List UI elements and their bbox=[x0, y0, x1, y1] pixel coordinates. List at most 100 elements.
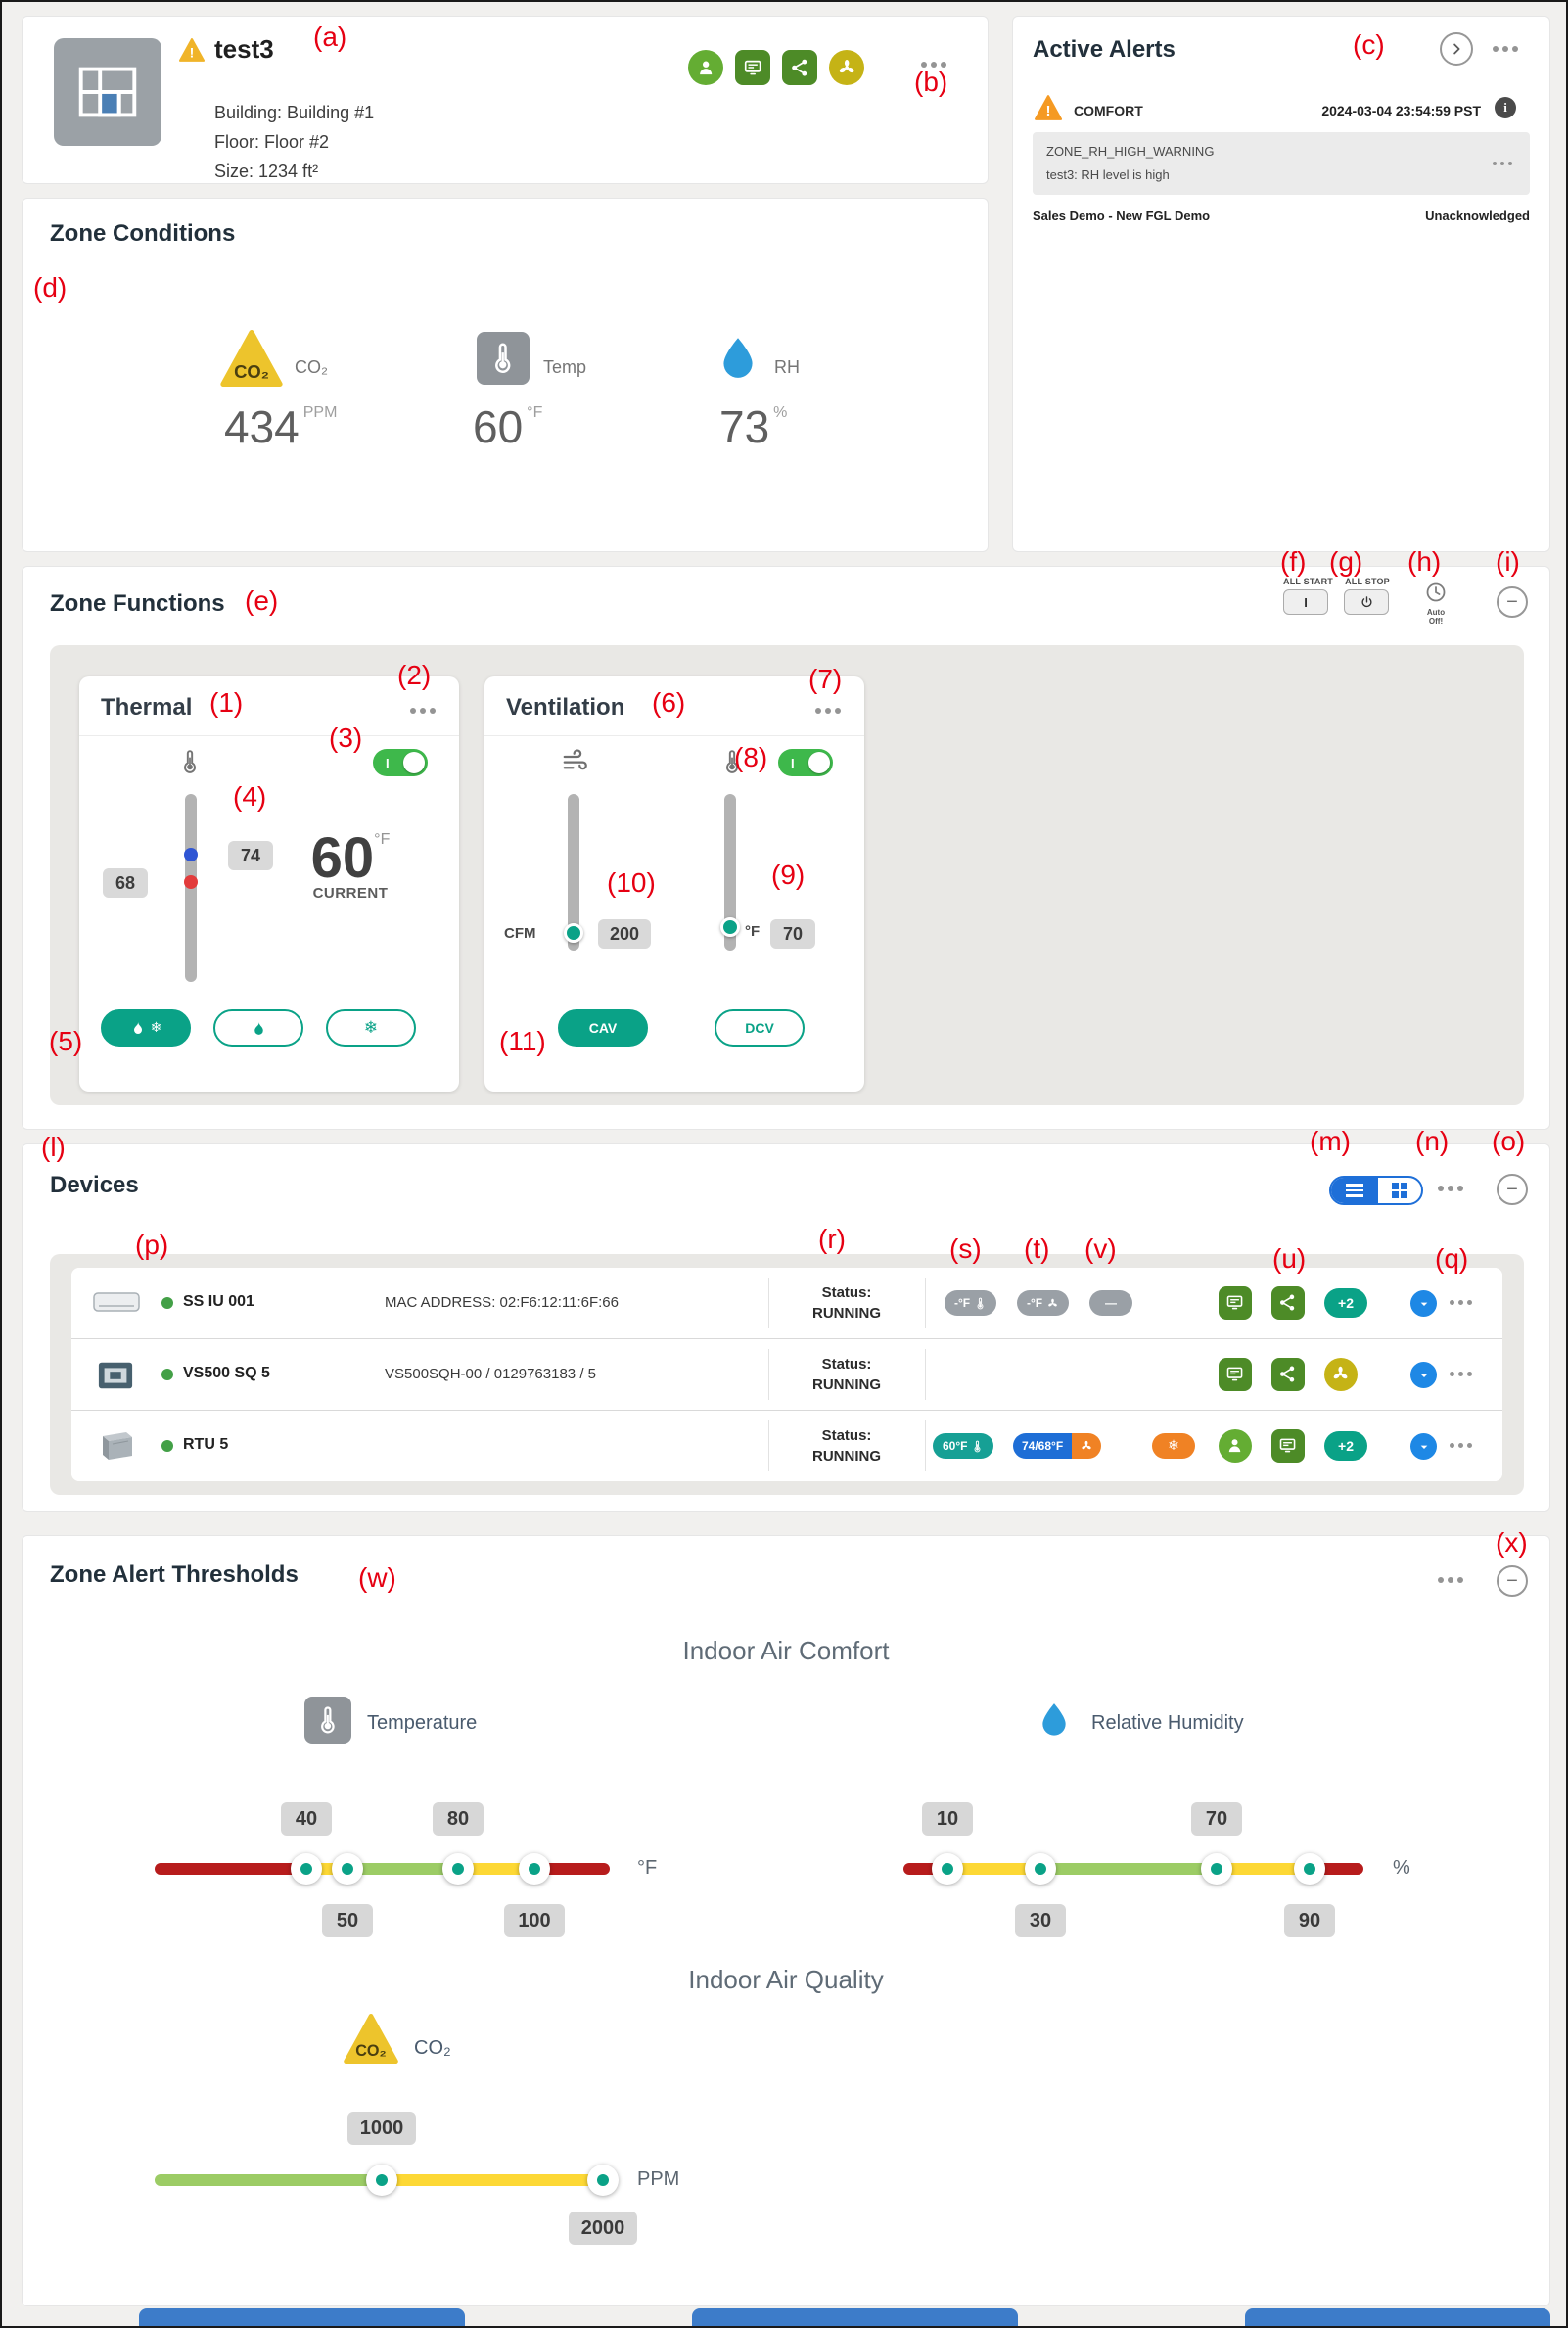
co2-triangle-icon: CO₂ bbox=[344, 2014, 398, 2064]
zone-size-line: Size: 1234 ft² bbox=[214, 162, 319, 181]
fan-icon bbox=[1046, 1297, 1059, 1310]
cfm-slider-handle[interactable] bbox=[564, 923, 583, 943]
co2-unit-label: PPM bbox=[637, 2168, 680, 2190]
device-menu-button[interactable] bbox=[1450, 1372, 1472, 1376]
thresholds-menu-button[interactable] bbox=[1438, 1577, 1463, 1583]
column-divider bbox=[768, 1278, 769, 1328]
temp-value-100[interactable]: 100 bbox=[504, 1904, 565, 1937]
view-toggle-grid[interactable] bbox=[1378, 1178, 1421, 1203]
setpoint-high-box[interactable]: 74 bbox=[228, 841, 273, 870]
status-value: RUNNING bbox=[812, 1305, 881, 1322]
rh-band-low-warning bbox=[947, 1863, 1040, 1875]
zone-functions-title: Zone Functions bbox=[50, 590, 225, 617]
ventilation-mode-dcv-button[interactable]: DCV bbox=[715, 1009, 805, 1047]
snowflake-icon: ❄ bbox=[363, 1018, 379, 1038]
expand-alerts-button[interactable] bbox=[1440, 32, 1473, 66]
temp-value: 60 °F bbox=[473, 400, 542, 453]
alert-detail-box[interactable]: ZONE_RH_HIGH_WARNING test3: RH level is … bbox=[1033, 132, 1530, 195]
heat-setpoint-handle[interactable] bbox=[184, 875, 198, 889]
temp-handle-100[interactable] bbox=[519, 1853, 550, 1885]
device-row-ss-iu-001[interactable]: SS IU 001 MAC ADDRESS: 02:F6:12:11:6F:66… bbox=[71, 1268, 1502, 1338]
thermal-menu-button[interactable] bbox=[410, 708, 436, 714]
thresholds-collapse-button[interactable] bbox=[1497, 1565, 1528, 1597]
alerts-menu-button[interactable] bbox=[1493, 46, 1518, 52]
flame-icon bbox=[130, 1020, 146, 1036]
rh-handle-70[interactable] bbox=[1201, 1853, 1232, 1885]
zone-header-card: ! test3 Building: Building #1 Floor: Flo… bbox=[22, 16, 989, 184]
temp-handle-40[interactable] bbox=[291, 1853, 322, 1885]
rh-value-10[interactable]: 10 bbox=[922, 1802, 973, 1836]
ventilation-power-toggle[interactable]: I bbox=[778, 749, 833, 776]
co2-value-2000[interactable]: 2000 bbox=[569, 2212, 637, 2245]
zone-warning-icon: ! bbox=[179, 38, 205, 62]
devices-collapse-button[interactable] bbox=[1497, 1174, 1528, 1205]
device-row-vs500-sq-5[interactable]: VS500 SQ 5 VS500SQH-00 / 0129763183 / 5 … bbox=[71, 1339, 1502, 1410]
zone-menu-button[interactable] bbox=[921, 62, 946, 68]
rh-handle-30[interactable] bbox=[1025, 1853, 1056, 1885]
thermometer-icon bbox=[177, 749, 203, 774]
view-toggle-list[interactable] bbox=[1331, 1178, 1378, 1203]
network-icon bbox=[1271, 1286, 1305, 1320]
temp-handle-50[interactable] bbox=[332, 1853, 363, 1885]
rh-handle-90[interactable] bbox=[1294, 1853, 1325, 1885]
thermal-mode-cool-button[interactable]: ❄ bbox=[326, 1009, 416, 1047]
expand-device-button[interactable] bbox=[1410, 1290, 1437, 1317]
vent-temp-slider-track[interactable] bbox=[724, 794, 736, 951]
co2-band-normal bbox=[155, 2174, 382, 2186]
cfm-slider-track[interactable] bbox=[568, 794, 579, 951]
more-capabilities-badge[interactable]: +2 bbox=[1324, 1431, 1367, 1461]
current-temperature-unit: °F bbox=[374, 831, 391, 848]
info-icon[interactable]: i bbox=[1495, 97, 1516, 118]
auto-off-button[interactable]: Auto Off! bbox=[1416, 581, 1455, 627]
temp-value-50[interactable]: 50 bbox=[322, 1904, 373, 1937]
setpoint-low-box[interactable]: 68 bbox=[103, 868, 148, 898]
rh-label: RH bbox=[774, 357, 800, 377]
co2-value-1000[interactable]: 1000 bbox=[347, 2112, 416, 2145]
temp-handle-80[interactable] bbox=[442, 1853, 474, 1885]
fan-icon bbox=[829, 50, 864, 85]
thermal-divider bbox=[79, 735, 459, 736]
device-menu-button[interactable] bbox=[1450, 1300, 1472, 1305]
devices-menu-button[interactable] bbox=[1438, 1186, 1463, 1191]
zone-functions-card: Zone Functions ALL START I ALL STOP Auto… bbox=[22, 566, 1550, 1130]
co2-handle-2000[interactable] bbox=[587, 2165, 619, 2196]
all-start-button[interactable]: I bbox=[1283, 589, 1328, 615]
device-menu-button[interactable] bbox=[1450, 1443, 1472, 1448]
expand-device-button[interactable] bbox=[1410, 1433, 1437, 1460]
vent-temp-slider-handle[interactable] bbox=[720, 917, 740, 937]
thermal-power-toggle[interactable]: I bbox=[373, 749, 428, 776]
current-label: CURRENT bbox=[312, 885, 389, 902]
ventilation-menu-button[interactable] bbox=[815, 708, 841, 714]
ventilation-mode-cav-button[interactable]: CAV bbox=[558, 1009, 648, 1047]
more-capabilities-badge[interactable]: +2 bbox=[1324, 1288, 1367, 1318]
column-divider bbox=[768, 1349, 769, 1400]
clipped-card-fragment bbox=[1245, 2308, 1550, 2326]
thermal-title: Thermal bbox=[101, 694, 193, 721]
cool-setpoint-handle[interactable] bbox=[184, 848, 198, 861]
rh-value-30[interactable]: 30 bbox=[1015, 1904, 1066, 1937]
rh-handle-10[interactable] bbox=[932, 1853, 963, 1885]
expand-device-button[interactable] bbox=[1410, 1362, 1437, 1388]
co2-handle-1000[interactable] bbox=[366, 2165, 397, 2196]
empty-reading-badge: — bbox=[1089, 1290, 1132, 1316]
temp-square-icon bbox=[477, 332, 530, 385]
device-detail: MAC ADDRESS: 02:F6:12:11:6F:66 bbox=[385, 1294, 619, 1311]
flame-icon bbox=[251, 1020, 267, 1037]
zone-floor-line: Floor: Floor #2 bbox=[214, 132, 330, 152]
device-row-rtu-5[interactable]: RTU 5 Status: RUNNING 60°F 74/68°F ❄ +2 bbox=[71, 1411, 1502, 1481]
svg-text:!: ! bbox=[190, 45, 195, 61]
temp-value-40[interactable]: 40 bbox=[281, 1802, 332, 1836]
rh-value-90[interactable]: 90 bbox=[1284, 1904, 1335, 1937]
thermal-mode-heat-button[interactable] bbox=[213, 1009, 303, 1047]
network-icon bbox=[1271, 1358, 1305, 1391]
rh-value-70[interactable]: 70 bbox=[1191, 1802, 1242, 1836]
thermal-toggle-state: I bbox=[386, 755, 390, 770]
thermal-mode-auto-button[interactable]: ❄ bbox=[101, 1009, 191, 1047]
functions-collapse-button[interactable] bbox=[1497, 586, 1528, 618]
temp-value-80[interactable]: 80 bbox=[433, 1802, 484, 1836]
cfm-value-box[interactable]: 200 bbox=[598, 919, 651, 949]
all-stop-button[interactable] bbox=[1344, 589, 1389, 615]
vent-temp-value-box[interactable]: 70 bbox=[770, 919, 815, 949]
alert-menu-button[interactable] bbox=[1493, 162, 1512, 165]
zone-title: test3 bbox=[214, 34, 274, 64]
